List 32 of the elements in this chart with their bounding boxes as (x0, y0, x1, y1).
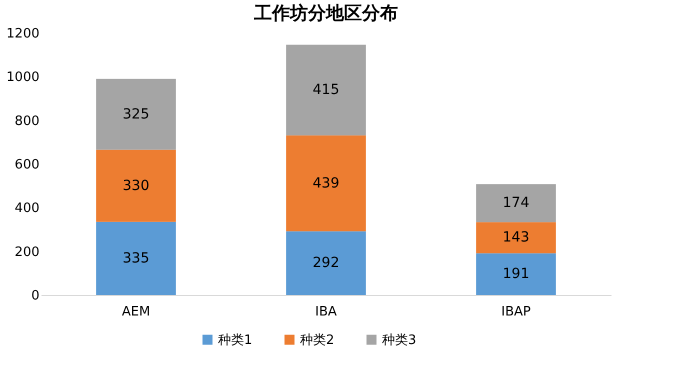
bar (96, 222, 176, 295)
legend-label: 种类2 (300, 332, 334, 348)
data-label: 143 (502, 230, 530, 246)
bar (476, 222, 556, 254)
bar (96, 150, 176, 222)
legend-label: 种类3 (382, 332, 416, 348)
bar (476, 253, 556, 295)
bar (286, 44, 366, 136)
y-tick-label: 600 (14, 158, 40, 172)
data-label: 174 (502, 195, 530, 212)
data-label: 330 (122, 178, 150, 194)
y-tick-label: 800 (14, 114, 40, 129)
x-tick-label: IBA (315, 304, 337, 320)
data-label: 292 (312, 255, 340, 272)
bar (286, 231, 366, 295)
x-tick-label: AEM (122, 304, 150, 320)
data-label: 335 (122, 250, 150, 266)
y-tick-label: 200 (14, 244, 40, 260)
data-label: 325 (122, 106, 150, 122)
chart-title: 工作坊分地区分布 (253, 3, 398, 24)
y-tick-label: 1000 (6, 70, 40, 86)
y-tick-label: 400 (14, 201, 40, 216)
data-label: 415 (312, 82, 340, 98)
legend-label: 种类1 (218, 332, 252, 348)
data-label: 439 (312, 175, 340, 192)
x-tick-label: IBAP (501, 304, 531, 320)
data-label: 191 (502, 266, 530, 282)
bar (286, 135, 366, 232)
y-tick-label: 1200 (6, 26, 40, 42)
y-tick-label: 0 (31, 288, 40, 304)
bar (476, 184, 556, 222)
bar (96, 78, 176, 150)
